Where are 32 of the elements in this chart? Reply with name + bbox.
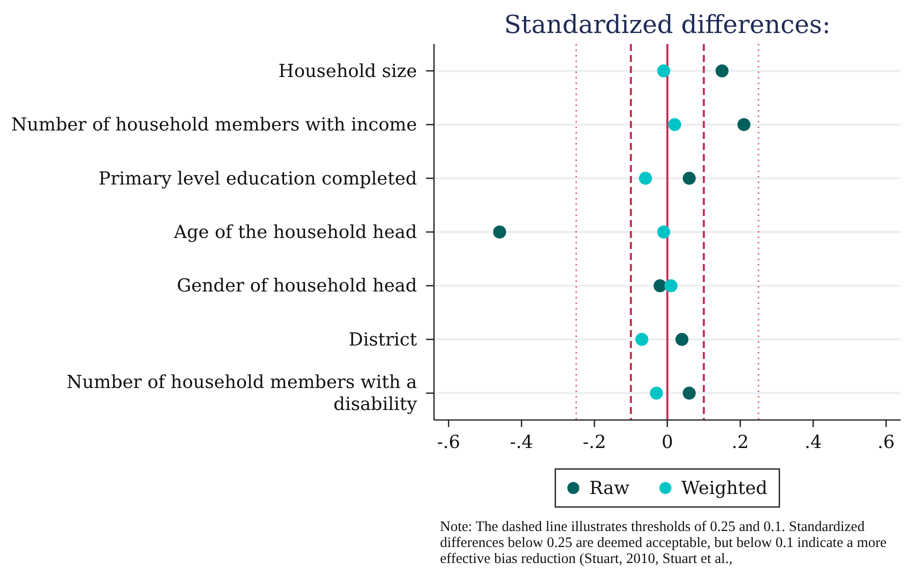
point <box>654 279 667 292</box>
point <box>675 332 688 346</box>
y-tick-label: District <box>348 329 418 350</box>
point <box>737 118 750 132</box>
point <box>650 386 663 400</box>
legend-label: Raw <box>589 478 630 499</box>
point <box>682 172 696 185</box>
y-tick-label: Age of the household head <box>172 222 417 243</box>
x-tick-label: -.4 <box>510 432 534 453</box>
legend-label: Weighted <box>681 478 768 499</box>
point <box>635 332 648 346</box>
point <box>668 118 682 132</box>
x-tick-label: -.2 <box>582 432 606 453</box>
point <box>657 226 670 238</box>
x-tick-label: -.6 <box>436 432 460 453</box>
chart-title: Standardized differences: <box>504 10 831 39</box>
point <box>716 64 729 78</box>
x-tick-label: 0 <box>662 432 674 453</box>
point <box>664 279 678 292</box>
y-tick-label: Number of household members with a disability <box>66 372 418 416</box>
text: Note: The dashed line illustrates thresholds of 0.25 and 0.1. Standardized differences below 0.25 are deemed acceptable, but below 0.1 indicate a more effective bias reduction (Stuart, 2010, Stuart et al., <box>440 519 887 567</box>
y-tick-label: Household size <box>278 60 417 82</box>
point <box>682 386 696 400</box>
point <box>657 64 670 78</box>
y-tick-label: Number of household members with income <box>11 114 417 136</box>
point <box>638 172 652 185</box>
x-tick-label: .2 <box>732 432 749 453</box>
x-tick-label: .4 <box>804 432 822 453</box>
x-tick-label: .6 <box>878 432 895 453</box>
y-tick-label: Gender of household head <box>176 276 417 297</box>
point <box>493 226 506 238</box>
y-tick-label: Primary level education completed <box>98 168 417 190</box>
